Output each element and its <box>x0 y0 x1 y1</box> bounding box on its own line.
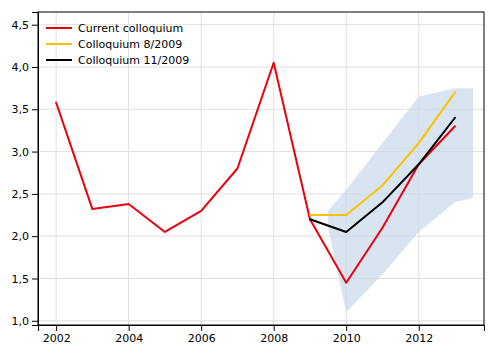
series-line <box>56 63 455 283</box>
legend-label: Colloquium 11/2009 <box>78 54 189 67</box>
grid <box>38 12 484 325</box>
legend-entry: Colloquium 11/2009 <box>46 54 189 67</box>
legend-swatch <box>46 43 72 45</box>
y-tick: 4,0 <box>12 61 39 74</box>
y-tick: 3,0 <box>12 146 39 159</box>
y-tick: 3,5 <box>12 103 39 116</box>
x-tick: 2004 <box>115 325 143 345</box>
y-tick-label: 4,5 <box>12 19 30 32</box>
y-tick-label: 2,5 <box>12 188 30 201</box>
y-tick-mark <box>32 236 38 237</box>
y-tick: 4,5 <box>12 19 39 32</box>
x-tick: 2006 <box>188 325 216 345</box>
x-tick-mark <box>274 325 275 331</box>
x-tick-label: 2002 <box>43 332 71 345</box>
legend-entry: Current colloquium <box>46 22 183 35</box>
y-tick: 2,0 <box>12 230 39 243</box>
x-axis-line <box>39 326 485 332</box>
grid-line <box>38 278 484 279</box>
x-tick: 2010 <box>333 325 361 345</box>
y-tick: 2,5 <box>12 188 39 201</box>
y-tick-label: 4,0 <box>12 61 30 74</box>
y-tick-mark <box>32 278 38 279</box>
x-tick-label: 2008 <box>260 332 288 345</box>
x-tick-mark <box>419 325 420 331</box>
y-axis-line <box>32 13 39 326</box>
series-line <box>310 118 455 232</box>
plot: 2002 2004 2006 2008 2010 2012 1,0 1,5 2,0 2,5 3,0 3… <box>12 12 485 345</box>
legend-swatch <box>46 27 72 29</box>
marks <box>56 63 473 313</box>
y-tick-mark <box>32 321 38 322</box>
x-tick-label: 2006 <box>188 332 216 345</box>
chart: 2002 2004 2006 2008 2010 2012 1,0 1,5 2,0 2,5 3,0 3… <box>0 0 500 353</box>
legend-label: Current colloquium <box>78 22 183 35</box>
y-tick: 1,0 <box>12 315 39 328</box>
x-tick: 2008 <box>260 325 288 345</box>
y-tick-mark <box>32 152 38 153</box>
x-axis: 2002 2004 2006 2008 2010 2012 <box>39 325 485 345</box>
x-tick: 2012 <box>405 325 433 345</box>
y-tick-label: 3,0 <box>12 146 30 159</box>
y-tick-label: 3,5 <box>12 103 30 116</box>
y-tick-label: 1,5 <box>12 272 30 285</box>
series-line <box>310 92 455 215</box>
y-tick-mark <box>32 194 38 195</box>
legend-swatch <box>46 59 72 61</box>
y-axis: 1,0 1,5 2,0 2,5 3,0 3,5 4,0 4,5 <box>12 13 39 328</box>
x-tick-mark <box>346 325 347 331</box>
x-tick-mark <box>201 325 202 331</box>
y-tick-label: 1,0 <box>12 315 30 328</box>
legend: Current colloquium Colloquium 8/2009 Collo… <box>46 22 189 67</box>
x-tick-label: 2010 <box>333 332 361 345</box>
y-tick-mark <box>32 109 38 110</box>
legend-label: Colloquium 8/2009 <box>78 38 182 51</box>
x-tick-label: 2012 <box>405 332 433 345</box>
y-tick-mark <box>32 67 38 68</box>
x-tick-mark <box>56 325 57 331</box>
y-tick-mark <box>32 25 38 26</box>
grid-line <box>38 320 484 321</box>
plot-frame <box>38 12 484 325</box>
legend-entry: Colloquium 8/2009 <box>46 38 182 51</box>
x-tick-label: 2004 <box>115 332 143 345</box>
x-tick: 2002 <box>43 325 71 345</box>
y-tick-label: 2,0 <box>12 230 30 243</box>
x-tick-mark <box>129 325 130 331</box>
y-tick: 1,5 <box>12 272 39 285</box>
grid-line <box>38 236 484 237</box>
